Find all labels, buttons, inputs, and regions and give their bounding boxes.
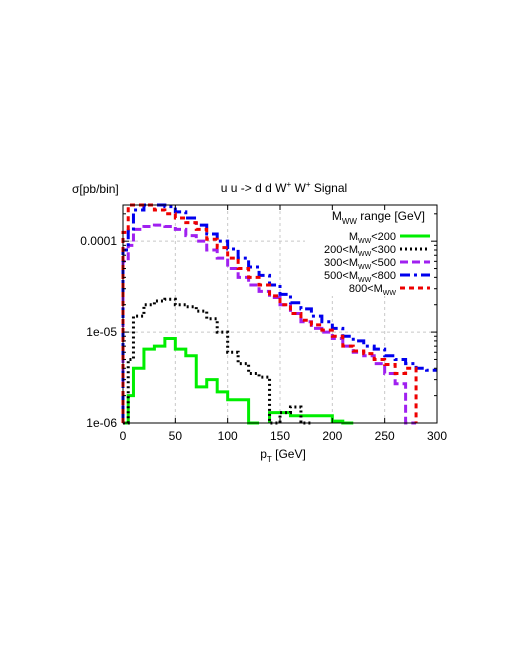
x-tick-label: 300: [427, 429, 447, 443]
y-tick-label: 1e-06: [86, 416, 117, 430]
legend-box: [305, 206, 433, 296]
x-axis-label: pT [GeV]: [260, 447, 306, 464]
series-group: [121, 203, 437, 425]
legend-label: 300<MWW<500: [324, 257, 396, 271]
y-axis-label: σ[pb/bin]: [72, 182, 119, 196]
x-tick-label: 0: [120, 429, 127, 443]
series-line-5: [121, 203, 418, 423]
title-sup: +: [306, 180, 311, 189]
xlabel-unit: [GeV]: [272, 447, 306, 461]
x-tick-label: 100: [218, 429, 238, 443]
legend-label: 800<MWW: [349, 283, 397, 297]
y-tick-label: 0.0001: [80, 234, 117, 248]
axes: 0 50 100 150 200 250 300 1e-06 1e-05 0.0001: [80, 205, 447, 443]
xlabel-sub: T: [267, 455, 272, 464]
legend-label: 200<MWW<300: [324, 244, 396, 258]
x-tick-label: 150: [270, 429, 290, 443]
x-tick-label: 250: [375, 429, 395, 443]
chart-title: u u -> d d W+ W+ Signal: [221, 180, 347, 195]
title-part: Signal: [311, 181, 348, 195]
legend-label: 500<MWW<800: [324, 270, 396, 284]
x-tick-label: 50: [169, 429, 183, 443]
legend-label: MWW<200: [349, 231, 396, 245]
series-line-2: [123, 297, 312, 425]
title-part: u u -> d d W: [221, 181, 287, 195]
legend-title: MWW range [GeV]: [332, 209, 425, 226]
x-tick-label: 200: [322, 429, 342, 443]
series-line-4: [121, 203, 437, 423]
legend: MWW range [GeV] MWW<200200<MWW<300300<MWW…: [324, 209, 430, 297]
title-sup: +: [286, 180, 291, 189]
series-line-1: [123, 337, 354, 425]
y-tick-label: 1e-05: [86, 325, 117, 339]
xlabel-main: p: [260, 447, 267, 461]
title-part: W: [291, 181, 306, 195]
